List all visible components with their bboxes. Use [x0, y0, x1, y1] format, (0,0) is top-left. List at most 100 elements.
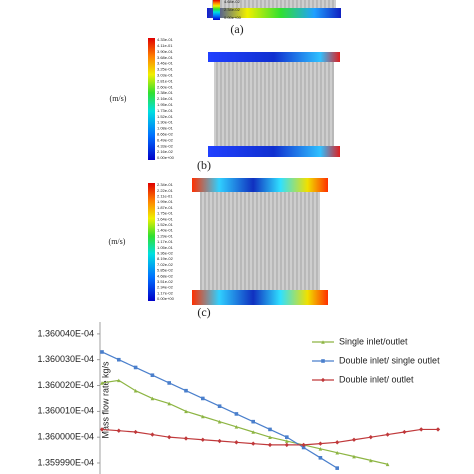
- y-tick-label: 1.360030E-04: [37, 354, 94, 364]
- y-axis-title: Mass flow rate kg/s: [100, 361, 110, 439]
- data-point: [301, 445, 306, 450]
- colorbar-label: 4.68e-02: [224, 0, 241, 4]
- data-point: [251, 441, 256, 446]
- y-tick-label: 1.360010E-04: [37, 406, 94, 416]
- tube-bundle: [212, 0, 336, 8]
- data-point: [133, 365, 138, 370]
- data-point: [318, 441, 323, 446]
- y-tick-label: 1.360020E-04: [37, 380, 94, 390]
- data-point: [351, 437, 357, 442]
- data-point: [201, 396, 205, 401]
- colorbar-label: 4.68e-02: [157, 273, 174, 278]
- data-point: [184, 409, 188, 414]
- data-point: [419, 427, 424, 432]
- data-point: [285, 435, 289, 439]
- colorbar-label: 3.25e-01: [157, 67, 174, 72]
- data-point: [402, 429, 407, 435]
- header: [192, 178, 328, 192]
- data-point: [217, 438, 222, 444]
- data-point: [217, 419, 222, 424]
- legend-label: Single inlet/outlet: [339, 336, 408, 346]
- data-point: [167, 381, 171, 385]
- colorbar-label: 3.51e-02: [157, 279, 174, 284]
- data-point: [284, 442, 289, 448]
- unit-label: (m/s): [110, 94, 127, 103]
- colorbar-label: 3.90e-01: [157, 49, 174, 54]
- data-point: [268, 435, 272, 439]
- data-point: [369, 458, 373, 463]
- colorbar: [213, 0, 220, 20]
- colorbar-label: 4.33e-02: [157, 143, 174, 148]
- colorbar-label: 9.36e-02: [157, 250, 174, 255]
- colorbar-label: 5.85e-02: [157, 268, 174, 273]
- tube-bundle: [214, 62, 334, 146]
- series-line: [101, 379, 388, 465]
- data-point: [183, 436, 189, 441]
- header: [207, 8, 341, 18]
- data-point: [251, 419, 255, 424]
- colorbar: [148, 183, 155, 301]
- colorbar-label: 1.52e-01: [157, 222, 174, 227]
- tube-bundle: [200, 192, 320, 290]
- data-point: [268, 427, 272, 432]
- panel-label: (a): [230, 22, 243, 36]
- data-point: [116, 428, 121, 433]
- series-line: [101, 351, 338, 469]
- colorbar-label: 1.64e-01: [157, 216, 174, 221]
- colorbar-label: 2.16e-01: [157, 96, 174, 101]
- colorbar-label: 2.16e-02: [157, 149, 174, 154]
- data-point: [217, 404, 222, 408]
- colorbar-label: 1.08e-01: [157, 126, 174, 131]
- data-point: [133, 429, 138, 435]
- data-point: [150, 396, 155, 401]
- data-point: [167, 435, 172, 440]
- data-point: [201, 414, 205, 419]
- data-point: [385, 432, 390, 437]
- data-point: [285, 439, 289, 443]
- data-point: [150, 432, 155, 437]
- colorbar-label: 1.30e-01: [157, 120, 174, 125]
- data-point: [99, 427, 105, 432]
- data-point: [385, 462, 390, 467]
- legend-marker: [321, 340, 325, 344]
- colorbar-label: 2.34e-02: [224, 7, 241, 12]
- colorbar-label: 6.49e-02: [157, 137, 174, 142]
- colorbar-label: 1.73e-01: [157, 108, 174, 113]
- legend-marker: [321, 359, 325, 363]
- panel-label: (c): [197, 305, 210, 319]
- colorbar-label: 1.40e-01: [157, 228, 174, 233]
- colorbar-label: 3.46e-01: [157, 61, 174, 66]
- data-point: [100, 381, 104, 385]
- colorbar-label: 1.17e-02: [157, 290, 174, 295]
- data-point: [184, 388, 188, 393]
- colorbar-label: 0.00e+00: [157, 155, 175, 160]
- data-point: [267, 442, 273, 448]
- colorbar-label: 1.52e-01: [157, 114, 174, 119]
- header: [208, 146, 340, 157]
- header: [208, 52, 340, 62]
- colorbar-label: 2.38e-01: [157, 90, 174, 95]
- data-point: [335, 466, 339, 470]
- data-point: [133, 388, 138, 393]
- colorbar-label: 2.34e-02: [157, 285, 174, 290]
- data-point: [251, 430, 255, 434]
- panel-label: (b): [197, 158, 211, 172]
- data-point: [200, 437, 205, 442]
- colorbar-label: 1.95e-01: [157, 102, 174, 107]
- colorbar-label: 0.00e+00: [157, 296, 175, 301]
- colorbar-label: 3.68e-01: [157, 55, 174, 60]
- y-tick-label: 1.359990E-04: [37, 457, 94, 467]
- colorbar-label: 2.60e-01: [157, 84, 174, 89]
- colorbar-label: 1.17e-01: [157, 239, 174, 244]
- colorbar-label: 4.33e-01: [157, 37, 174, 42]
- colorbar-label: 8.19e-02: [157, 256, 174, 261]
- data-point: [167, 401, 171, 406]
- unit-label: (m/s): [109, 237, 126, 246]
- colorbar-label: 2.34e-01: [157, 182, 174, 187]
- data-point: [150, 373, 155, 378]
- data-point: [368, 435, 373, 440]
- data-point: [352, 454, 356, 459]
- data-point: [234, 440, 239, 445]
- data-point: [335, 440, 340, 445]
- y-tick-label: 1.360000E-04: [37, 432, 94, 442]
